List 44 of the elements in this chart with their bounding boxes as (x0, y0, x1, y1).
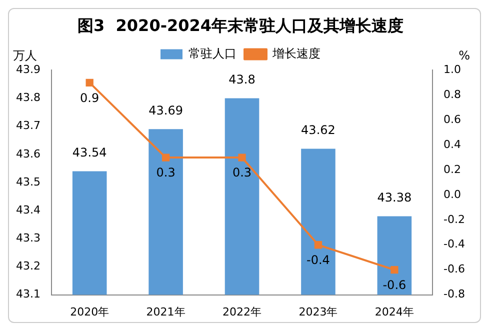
point (86, 78, 94, 87)
data-label: 43.69 (148, 103, 183, 118)
chart-title: 图3 2020-2024年末常驻人口及其增长速度 (78, 16, 404, 35)
data-label: 43.8 (228, 72, 256, 86)
data-label: 43.54 (72, 145, 107, 160)
y2-tick-label: -0.6 (444, 262, 466, 276)
data-label: 0.3 (156, 166, 176, 180)
y-tick-label: 43.8 (16, 91, 40, 104)
y-tick-label: 43.2 (16, 260, 40, 273)
x-tick-label: 2021年 (146, 305, 186, 318)
data-label: -0.6 (382, 278, 406, 292)
y2-tick-label: -0.8 (444, 288, 466, 301)
y2-tick-label: 0.6 (444, 112, 462, 126)
x-tick-label: 2023年 (298, 305, 338, 318)
y-axis-title: 万人 (13, 48, 37, 62)
y2-tick-label: -0.4 (444, 238, 466, 251)
y2-tick-label: 0.0 (444, 188, 462, 201)
data-label: -0.4 (306, 253, 330, 268)
y-tick-label: 43.7 (16, 119, 40, 132)
x-tick-label: 2022年 (222, 305, 262, 318)
x-tick-label: 2024年 (374, 305, 414, 318)
y2-tick-label: -0.2 (444, 212, 466, 226)
point (162, 154, 170, 162)
data-label: 0.9 (80, 90, 100, 105)
data-label: 0.3 (232, 166, 252, 180)
y-tick-label: 43.5 (16, 175, 40, 188)
y-tick-label: 43.6 (16, 147, 40, 160)
y-tick-label: 43.9 (16, 63, 40, 76)
y2-tick-label: 0.2 (444, 162, 462, 176)
legend-label: 常驻人口 (188, 46, 236, 60)
y2-tick-label: 0.8 (444, 88, 462, 102)
y2-tick-label: 0.4 (444, 138, 462, 151)
data-label: 43.38 (377, 190, 412, 204)
y-tick-label: 43.3 (16, 232, 40, 245)
x-tick-label: 2020年 (70, 305, 110, 318)
point (390, 266, 398, 274)
y-tick-label: 43.4 (16, 203, 40, 216)
y2-tick-label: 1.0 (444, 63, 462, 76)
point (314, 241, 322, 249)
point (238, 154, 246, 162)
legend-label: 增长速度 (272, 46, 320, 60)
y-tick-label: 43.1 (16, 288, 40, 301)
y2-axis-title: % (458, 48, 470, 62)
data-label: 43.62 (301, 122, 336, 137)
